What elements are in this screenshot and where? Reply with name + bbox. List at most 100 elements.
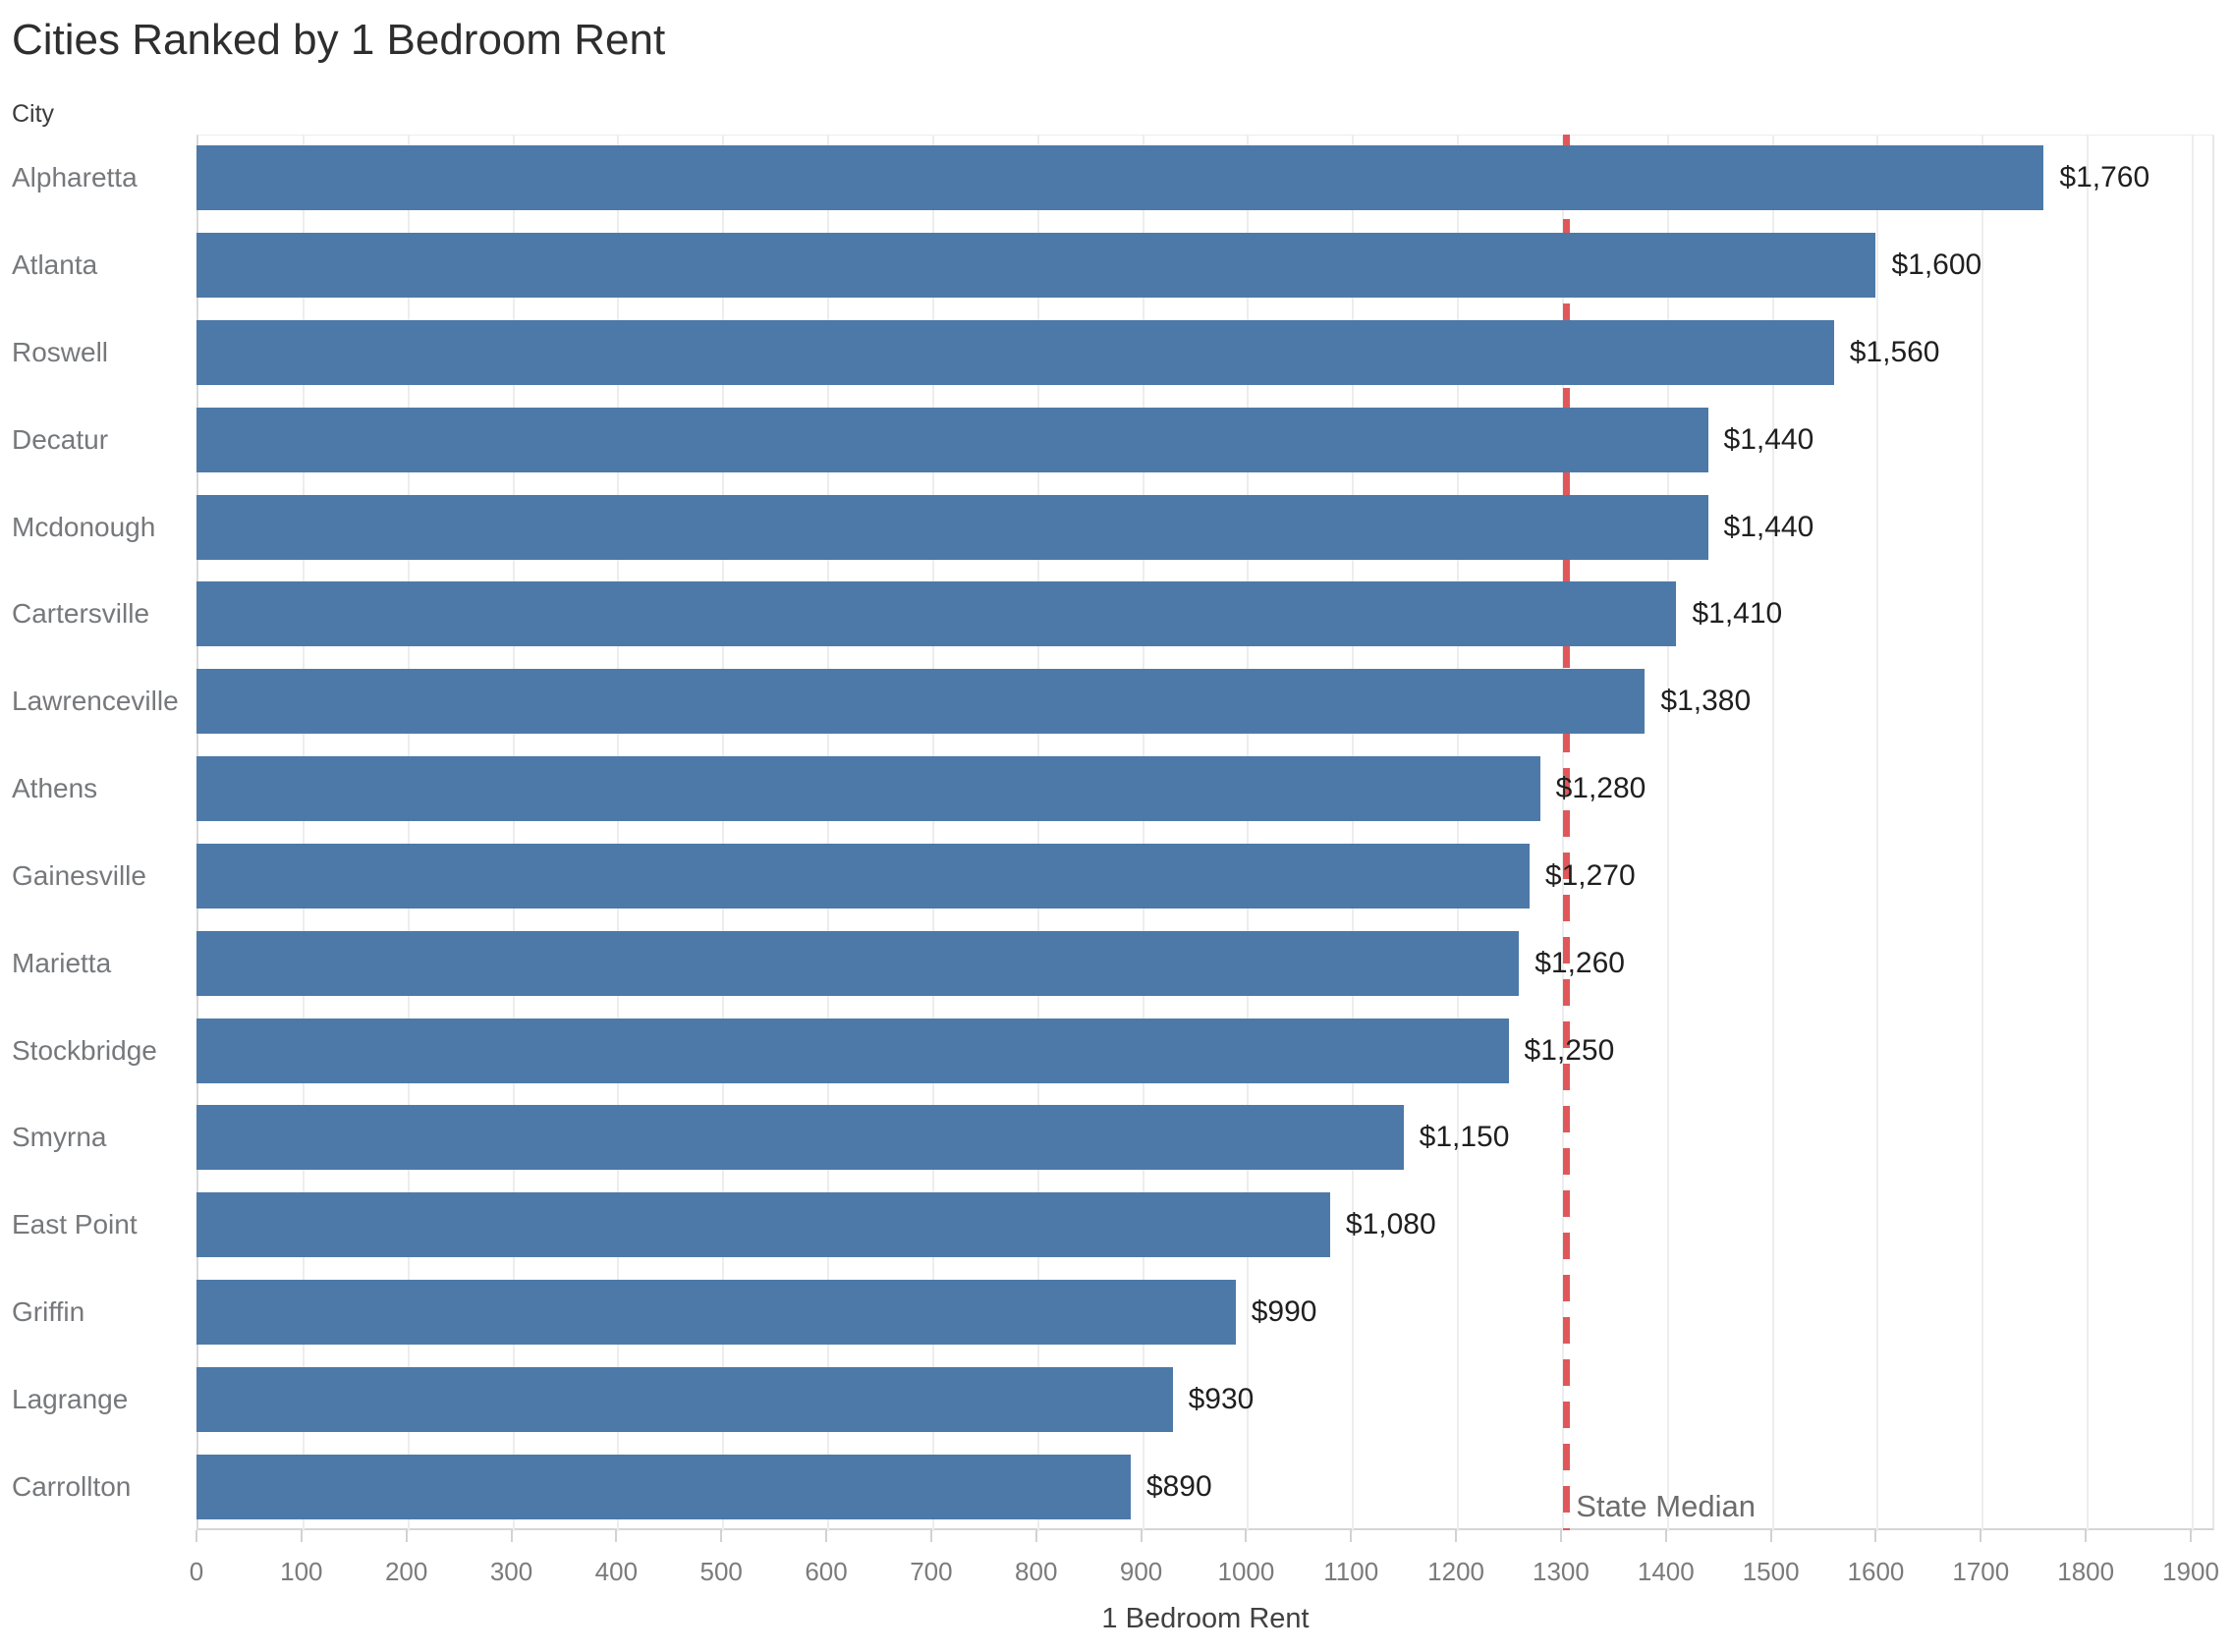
x-tick-mark-1700 bbox=[1980, 1530, 1982, 1542]
gridline-200 bbox=[407, 136, 410, 1531]
x-tick-mark-1900 bbox=[2190, 1530, 2192, 1542]
gridline-1300 bbox=[1561, 136, 1564, 1531]
x-tick-label-300: 300 bbox=[489, 1557, 533, 1586]
x-tick-mark-300 bbox=[510, 1530, 513, 1542]
x-tick-label-1500: 1500 bbox=[1742, 1557, 1800, 1586]
x-tick-label-0: 0 bbox=[189, 1557, 204, 1586]
bar-atlanta[interactable] bbox=[196, 233, 1876, 299]
x-tick-mark-200 bbox=[405, 1530, 408, 1542]
x-tick-mark-800 bbox=[1034, 1530, 1037, 1542]
value-label-athens: $1,280 bbox=[1555, 772, 1646, 805]
city-label-athens: Athens bbox=[12, 773, 98, 804]
gridline-900 bbox=[1142, 136, 1144, 1531]
x-tick-mark-0 bbox=[195, 1530, 197, 1542]
gridline-1600 bbox=[1876, 136, 1879, 1531]
gridline-500 bbox=[722, 136, 725, 1531]
value-label-alpharetta: $1,760 bbox=[2059, 161, 2150, 194]
bar-stockbridge[interactable] bbox=[196, 1018, 1509, 1083]
value-label-smyrna: $1,150 bbox=[1419, 1121, 1510, 1154]
bar-marietta[interactable] bbox=[196, 930, 1520, 996]
x-tick-mark-1500 bbox=[1769, 1530, 1772, 1542]
bar-decatur[interactable] bbox=[196, 407, 1708, 472]
city-label-marietta: Marietta bbox=[12, 947, 112, 978]
x-tick-label-1900: 1900 bbox=[2162, 1557, 2219, 1586]
x-tick-label-900: 900 bbox=[1119, 1557, 1163, 1586]
gridline-1900 bbox=[2192, 136, 2194, 1531]
state-median-reference-line bbox=[1563, 135, 1571, 1530]
bar-lagrange[interactable] bbox=[196, 1366, 1173, 1432]
value-label-griffin: $990 bbox=[1251, 1294, 1317, 1328]
x-tick-mark-1600 bbox=[1874, 1530, 1877, 1542]
value-label-cartersville: $1,410 bbox=[1692, 597, 1783, 631]
x-tick-mark-1000 bbox=[1245, 1530, 1248, 1542]
state-median-label: State Median bbox=[1576, 1489, 1756, 1523]
bar-east-point[interactable] bbox=[196, 1192, 1330, 1258]
bar-cartersville[interactable] bbox=[196, 581, 1677, 647]
gridline-1200 bbox=[1457, 136, 1460, 1531]
city-label-roswell: Roswell bbox=[12, 337, 109, 368]
gridline-1000 bbox=[1247, 136, 1250, 1531]
x-tick-mark-1200 bbox=[1455, 1530, 1458, 1542]
x-tick-label-400: 400 bbox=[594, 1557, 639, 1586]
x-tick-mark-1300 bbox=[1559, 1530, 1562, 1542]
x-tick-mark-1800 bbox=[2085, 1530, 2088, 1542]
x-axis-title: 1 Bedroom Rent bbox=[1101, 1603, 1310, 1634]
x-tick-mark-1100 bbox=[1350, 1530, 1353, 1542]
chart-title: Cities Ranked by 1 Bedroom Rent bbox=[12, 16, 666, 64]
x-tick-label-1600: 1600 bbox=[1847, 1557, 1905, 1586]
city-label-decatur: Decatur bbox=[12, 423, 109, 455]
value-label-stockbridge: $1,250 bbox=[1524, 1033, 1615, 1067]
value-label-decatur: $1,440 bbox=[1723, 422, 1814, 456]
x-tick-label-1400: 1400 bbox=[1637, 1557, 1695, 1586]
gridline-300 bbox=[512, 136, 515, 1531]
gridline-600 bbox=[827, 136, 830, 1531]
gridline-800 bbox=[1036, 136, 1039, 1531]
x-tick-mark-1400 bbox=[1664, 1530, 1667, 1542]
x-tick-mark-400 bbox=[615, 1530, 618, 1542]
city-label-stockbridge: Stockbridge bbox=[12, 1034, 157, 1066]
city-label-mcdonough: Mcdonough bbox=[12, 511, 156, 542]
bar-carrollton[interactable] bbox=[196, 1454, 1131, 1519]
gridline-700 bbox=[931, 136, 934, 1531]
value-label-mcdonough: $1,440 bbox=[1723, 510, 1814, 543]
bar-lawrenceville[interactable] bbox=[196, 669, 1646, 735]
city-label-lagrange: Lagrange bbox=[12, 1383, 129, 1414]
x-tick-label-800: 800 bbox=[1015, 1557, 1058, 1586]
x-tick-label-1000: 1000 bbox=[1217, 1557, 1275, 1586]
gridline-1400 bbox=[1666, 136, 1669, 1531]
city-label-smyrna: Smyrna bbox=[12, 1122, 107, 1153]
city-label-gainesville: Gainesville bbox=[12, 859, 146, 891]
city-label-griffin: Griffin bbox=[12, 1295, 85, 1327]
bar-smyrna[interactable] bbox=[196, 1105, 1404, 1171]
x-tick-mark-600 bbox=[825, 1530, 828, 1542]
value-label-carrollton: $890 bbox=[1145, 1469, 1212, 1503]
x-tick-label-600: 600 bbox=[805, 1557, 848, 1586]
city-label-atlanta: Atlanta bbox=[12, 249, 98, 281]
value-label-lagrange: $930 bbox=[1188, 1382, 1255, 1415]
bar-athens[interactable] bbox=[196, 756, 1540, 822]
bar-gainesville[interactable] bbox=[196, 843, 1530, 909]
gridline-100 bbox=[302, 136, 305, 1531]
x-tick-label-1100: 1100 bbox=[1323, 1557, 1379, 1586]
bar-mcdonough[interactable] bbox=[196, 494, 1708, 560]
gridline-1700 bbox=[1981, 136, 1984, 1531]
x-tick-mark-900 bbox=[1140, 1530, 1143, 1542]
value-label-roswell: $1,560 bbox=[1849, 336, 1940, 369]
city-label-carrollton: Carrollton bbox=[12, 1470, 132, 1502]
value-label-atlanta: $1,600 bbox=[1891, 248, 1982, 282]
x-tick-mark-100 bbox=[300, 1530, 303, 1542]
x-tick-mark-700 bbox=[929, 1530, 932, 1542]
city-label-alpharetta: Alpharetta bbox=[12, 162, 138, 193]
bar-alpharetta[interactable] bbox=[196, 145, 2044, 211]
bar-griffin[interactable] bbox=[196, 1279, 1236, 1345]
x-tick-label-700: 700 bbox=[910, 1557, 953, 1586]
gridline-1500 bbox=[1771, 136, 1774, 1531]
x-tick-label-200: 200 bbox=[384, 1557, 428, 1586]
x-tick-label-500: 500 bbox=[699, 1557, 743, 1586]
x-tick-label-100: 100 bbox=[280, 1557, 323, 1586]
value-label-lawrenceville: $1,380 bbox=[1660, 685, 1752, 718]
value-label-gainesville: $1,270 bbox=[1544, 858, 1636, 892]
bar-roswell[interactable] bbox=[196, 320, 1834, 386]
gridline-400 bbox=[617, 136, 620, 1531]
city-label-lawrenceville: Lawrenceville bbox=[12, 686, 179, 717]
